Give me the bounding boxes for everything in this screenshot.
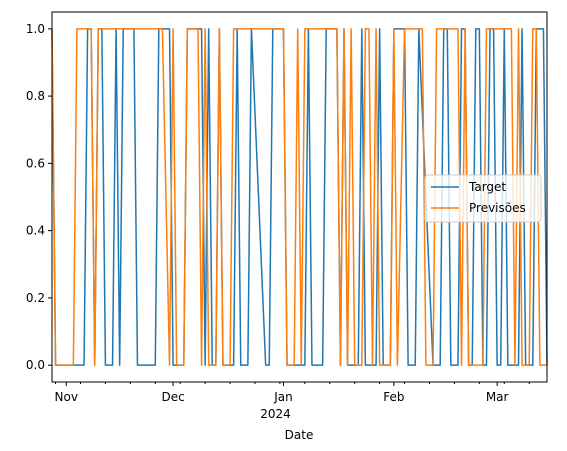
x-axis-label: Date [285, 428, 314, 442]
legend: Target Previsões [424, 174, 542, 223]
x-tick-sublabel: 2024 [260, 407, 291, 421]
series-line-1 [51, 28, 547, 366]
x-tick-label: Dec [161, 390, 184, 404]
y-axis: 0.0 0.2 0.4 0.6 0.8 1.0 [26, 22, 52, 372]
y-tick-label: 0.0 [26, 358, 45, 372]
x-axis: Nov Dec Jan 2024 Feb Mar [55, 382, 530, 421]
plot-frame [51, 11, 548, 383]
y-tick-label: 0.8 [26, 89, 45, 103]
legend-label-target: Target [468, 180, 506, 194]
series-lines [51, 28, 548, 366]
x-tick-label: Jan [273, 390, 293, 404]
y-tick-label: 0.6 [26, 156, 45, 170]
legend-label-previsoes: Previsões [469, 201, 526, 215]
x-tick-label: Feb [383, 390, 404, 404]
x-tick-label: Mar [486, 390, 509, 404]
y-tick-label: 0.2 [26, 291, 45, 305]
y-tick-label: 1.0 [26, 22, 45, 36]
x-tick-label: Nov [55, 390, 78, 404]
y-tick-label: 0.4 [26, 224, 45, 238]
